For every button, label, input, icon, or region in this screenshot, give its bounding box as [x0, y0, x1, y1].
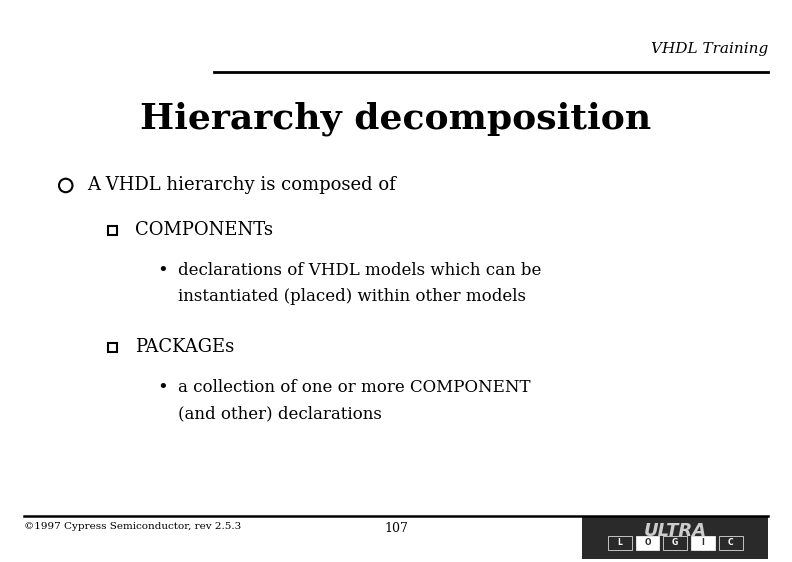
Text: C: C	[728, 538, 733, 547]
Text: PACKAGEs: PACKAGEs	[135, 338, 234, 356]
Text: G: G	[672, 538, 678, 547]
Text: (and other) declarations: (and other) declarations	[178, 405, 382, 422]
FancyBboxPatch shape	[582, 517, 768, 559]
Text: Hierarchy decomposition: Hierarchy decomposition	[140, 101, 652, 135]
FancyBboxPatch shape	[719, 536, 743, 550]
Text: ©1997 Cypress Semiconductor, rev 2.5.3: ©1997 Cypress Semiconductor, rev 2.5.3	[24, 522, 241, 531]
FancyBboxPatch shape	[664, 536, 687, 550]
FancyBboxPatch shape	[636, 536, 660, 550]
Text: a collection of one or more COMPONENT: a collection of one or more COMPONENT	[178, 379, 531, 396]
Text: VHDL Training: VHDL Training	[651, 42, 768, 56]
FancyBboxPatch shape	[108, 226, 116, 235]
Text: •: •	[157, 262, 168, 280]
Text: •: •	[157, 379, 168, 397]
Text: ULTRA: ULTRA	[644, 522, 706, 540]
Text: I: I	[702, 538, 704, 547]
Text: instantiated (placed) within other models: instantiated (placed) within other model…	[178, 288, 526, 305]
Text: 107: 107	[384, 522, 408, 534]
Text: L: L	[617, 538, 623, 547]
Text: A VHDL hierarchy is composed of: A VHDL hierarchy is composed of	[87, 176, 396, 194]
FancyBboxPatch shape	[691, 536, 715, 550]
Text: COMPONENTs: COMPONENTs	[135, 221, 272, 239]
FancyBboxPatch shape	[108, 343, 116, 352]
Text: declarations of VHDL models which can be: declarations of VHDL models which can be	[178, 262, 542, 279]
Text: O: O	[644, 538, 651, 547]
FancyBboxPatch shape	[608, 536, 632, 550]
